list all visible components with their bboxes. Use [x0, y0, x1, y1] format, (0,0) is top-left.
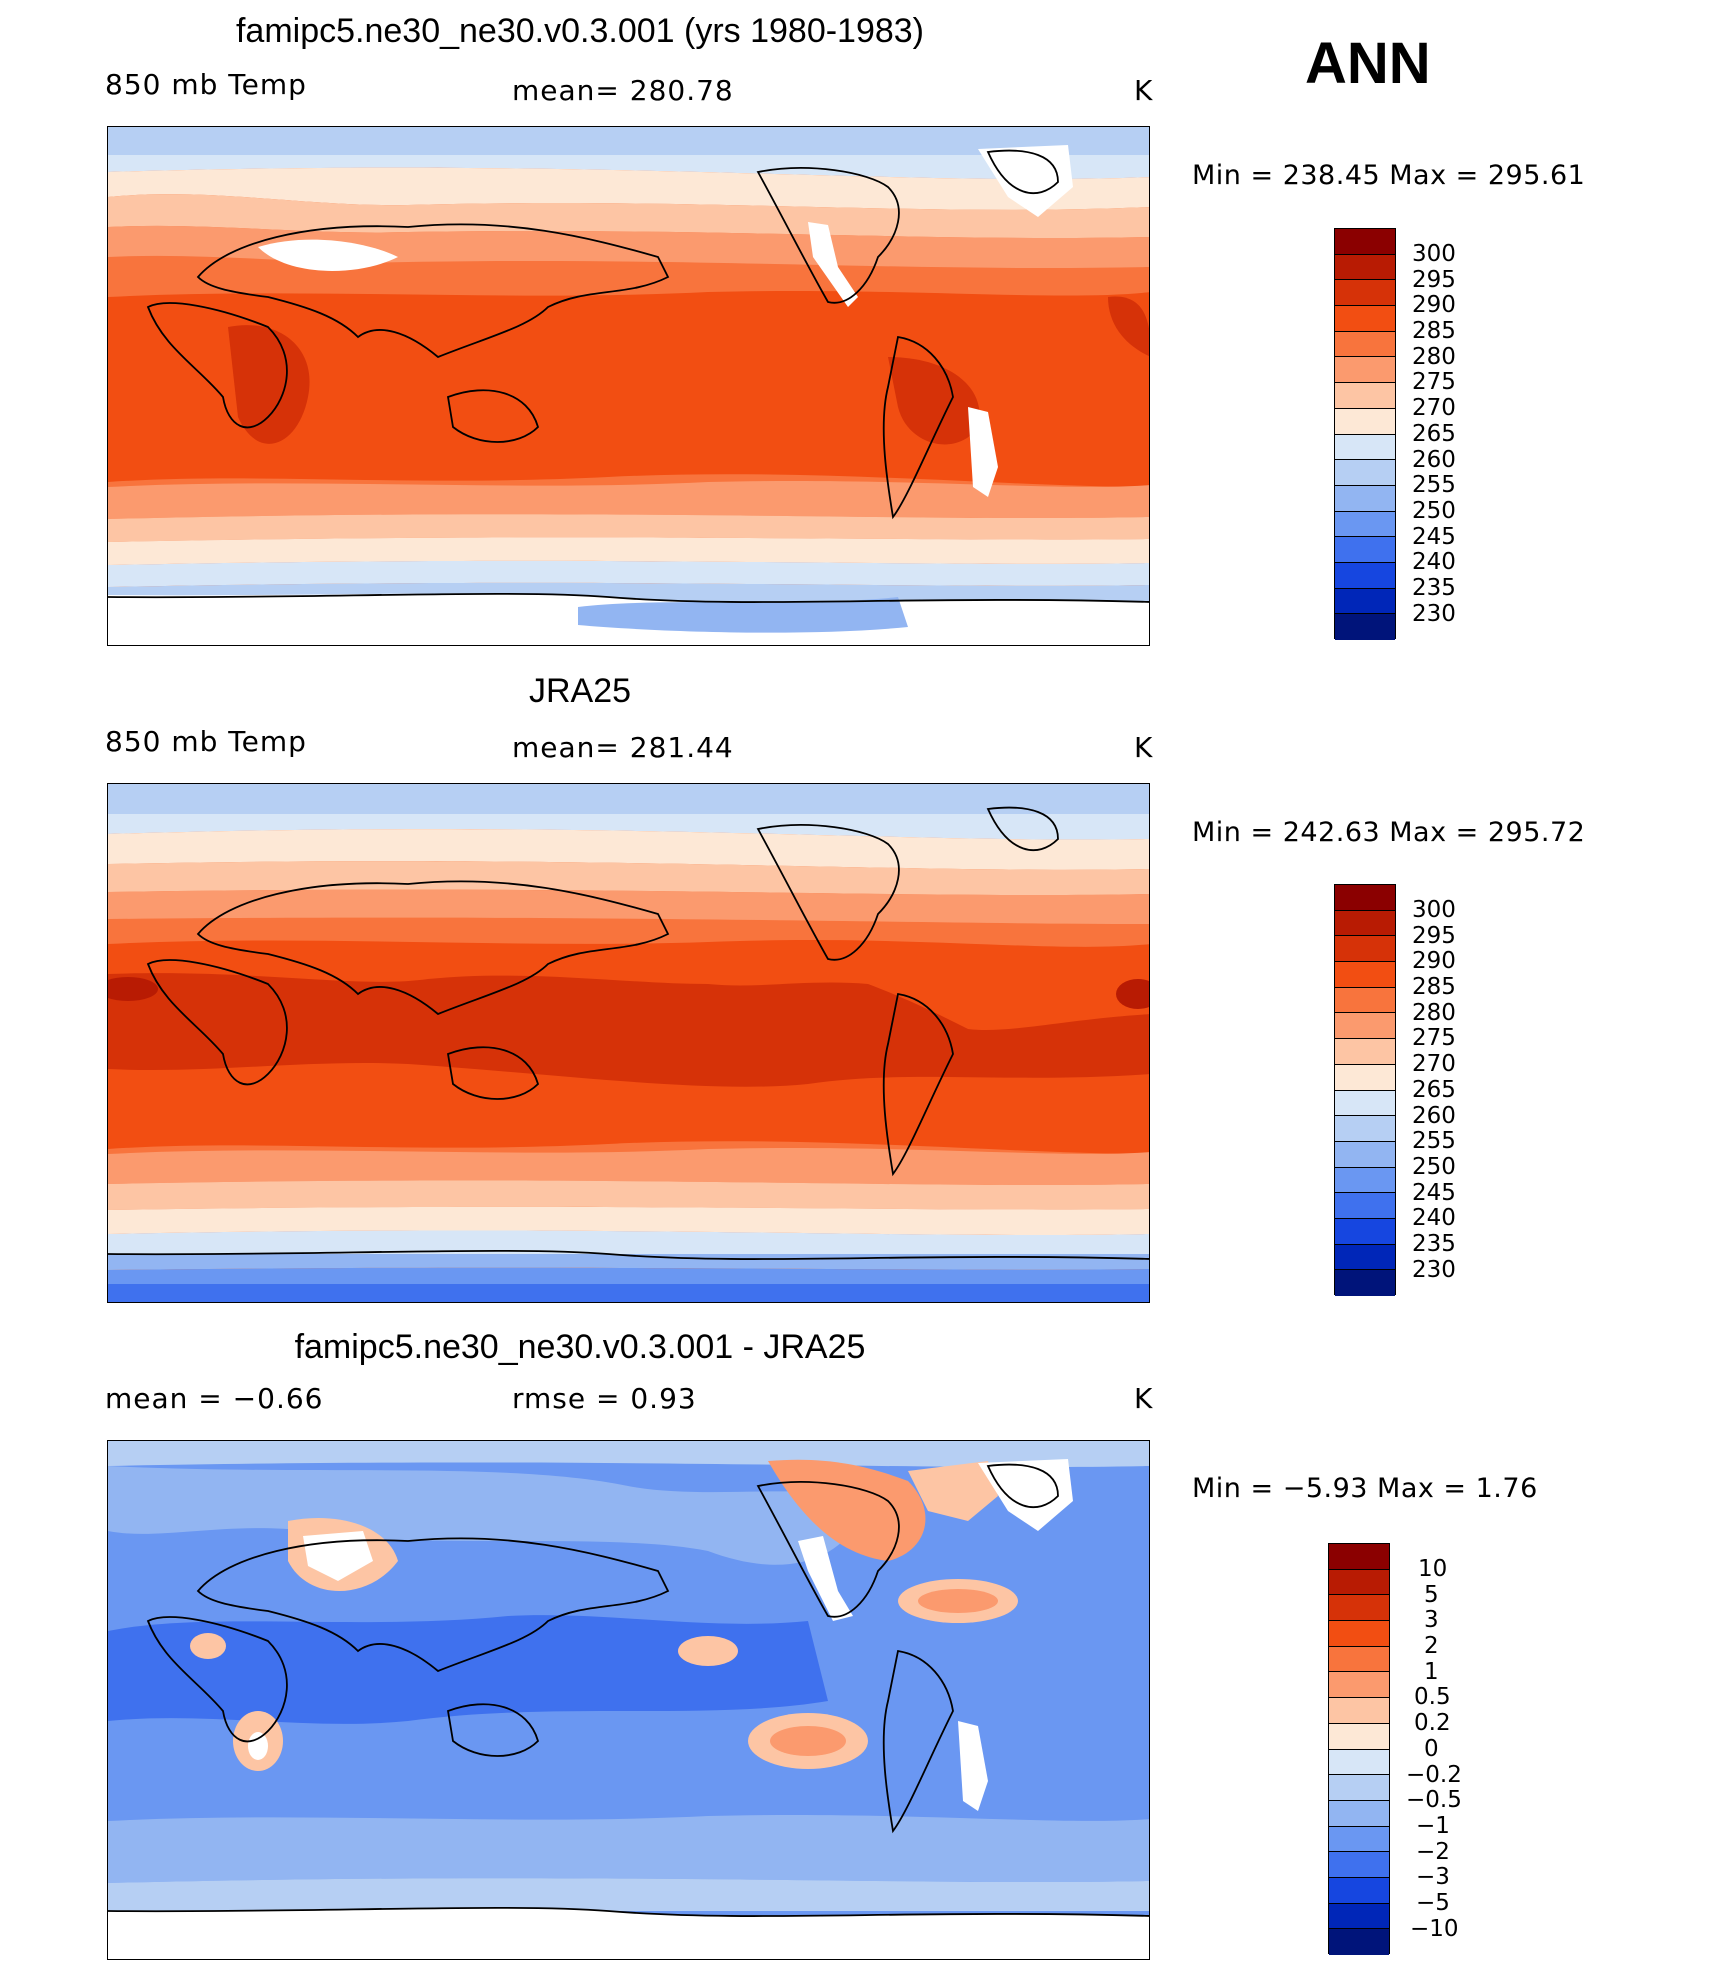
panel2-units: K	[1134, 731, 1154, 764]
panel2-min-max: Min = 242.63 Max = 295.72	[1192, 817, 1586, 848]
panel1-map	[107, 126, 1150, 646]
tick-label: 280	[1412, 344, 1456, 370]
panel3-rmse-label: rmse = 0.93	[512, 1382, 697, 1415]
tick-label: 275	[1412, 369, 1456, 395]
season-label: ANN	[1305, 31, 1431, 96]
panel1-colorbar	[1334, 228, 1396, 640]
panel1-units: K	[1134, 74, 1154, 107]
tick-label: 285	[1412, 974, 1456, 1000]
panel2-title: JRA25	[528, 672, 632, 710]
tick-label: 270	[1412, 1051, 1456, 1077]
tick-label: 260	[1412, 1103, 1456, 1129]
panel3-mean-label: mean = −0.66	[105, 1382, 324, 1415]
tick-label: 280	[1412, 1000, 1456, 1026]
panel3-min-max: Min = −5.93 Max = 1.76	[1192, 1473, 1538, 1504]
tick-label: −1	[1416, 1813, 1450, 1839]
tick-label: 235	[1412, 1231, 1456, 1257]
tick-label: 230	[1412, 1257, 1456, 1283]
panel3-map	[107, 1440, 1150, 1960]
tick-label: 245	[1412, 1180, 1456, 1206]
panel2-left-label: 850 mb Temp	[105, 725, 307, 758]
tick-label: 0.5	[1414, 1684, 1451, 1710]
tick-label: 270	[1412, 395, 1456, 421]
tick-label: 275	[1412, 1025, 1456, 1051]
tick-label: 0	[1424, 1736, 1439, 1762]
tick-label: 255	[1412, 1128, 1456, 1154]
panel1-min-max: Min = 238.45 Max = 295.61	[1192, 160, 1586, 191]
panel2-colorbar	[1334, 884, 1396, 1296]
tick-label: 260	[1412, 447, 1456, 473]
panel3-units: K	[1134, 1382, 1154, 1415]
tick-label: −10	[1410, 1916, 1459, 1942]
tick-label: 300	[1412, 241, 1456, 267]
tick-label: 250	[1412, 498, 1456, 524]
tick-label: 2	[1424, 1633, 1439, 1659]
tick-label: 300	[1412, 897, 1456, 923]
tick-label: 290	[1412, 948, 1456, 974]
panel2-map	[107, 783, 1150, 1303]
panel3-colorbar	[1328, 1543, 1390, 1955]
tick-label: 295	[1412, 923, 1456, 949]
panel1-mean-label: mean= 280.78	[512, 74, 734, 107]
panel1-left-label: 850 mb Temp	[105, 68, 307, 101]
tick-label: 290	[1412, 292, 1456, 318]
tick-label: 265	[1412, 1077, 1456, 1103]
tick-label: 5	[1424, 1582, 1439, 1608]
tick-label: −0.5	[1406, 1787, 1462, 1813]
tick-label: 285	[1412, 318, 1456, 344]
tick-label: 235	[1412, 575, 1456, 601]
tick-label: −5	[1416, 1890, 1450, 1916]
tick-label: 250	[1412, 1154, 1456, 1180]
tick-label: 265	[1412, 421, 1456, 447]
panel2-mean-label: mean= 281.44	[512, 731, 734, 764]
tick-label: 240	[1412, 1205, 1456, 1231]
tick-label: −0.2	[1406, 1762, 1462, 1788]
tick-label: 3	[1424, 1607, 1439, 1633]
panel3-title: famipc5.ne30_ne30.v0.3.001 - JRA25	[294, 1328, 866, 1366]
panel1-title: famipc5.ne30_ne30.v0.3.001 (yrs 1980-198…	[235, 12, 925, 50]
tick-label: 1	[1424, 1659, 1439, 1685]
tick-label: 245	[1412, 524, 1456, 550]
tick-label: 10	[1418, 1556, 1448, 1582]
tick-label: 295	[1412, 267, 1456, 293]
tick-label: −2	[1416, 1839, 1450, 1865]
tick-label: 255	[1412, 472, 1456, 498]
tick-label: 240	[1412, 549, 1456, 575]
tick-label: 230	[1412, 601, 1456, 627]
tick-label: −3	[1416, 1864, 1450, 1890]
tick-label: 0.2	[1414, 1710, 1451, 1736]
